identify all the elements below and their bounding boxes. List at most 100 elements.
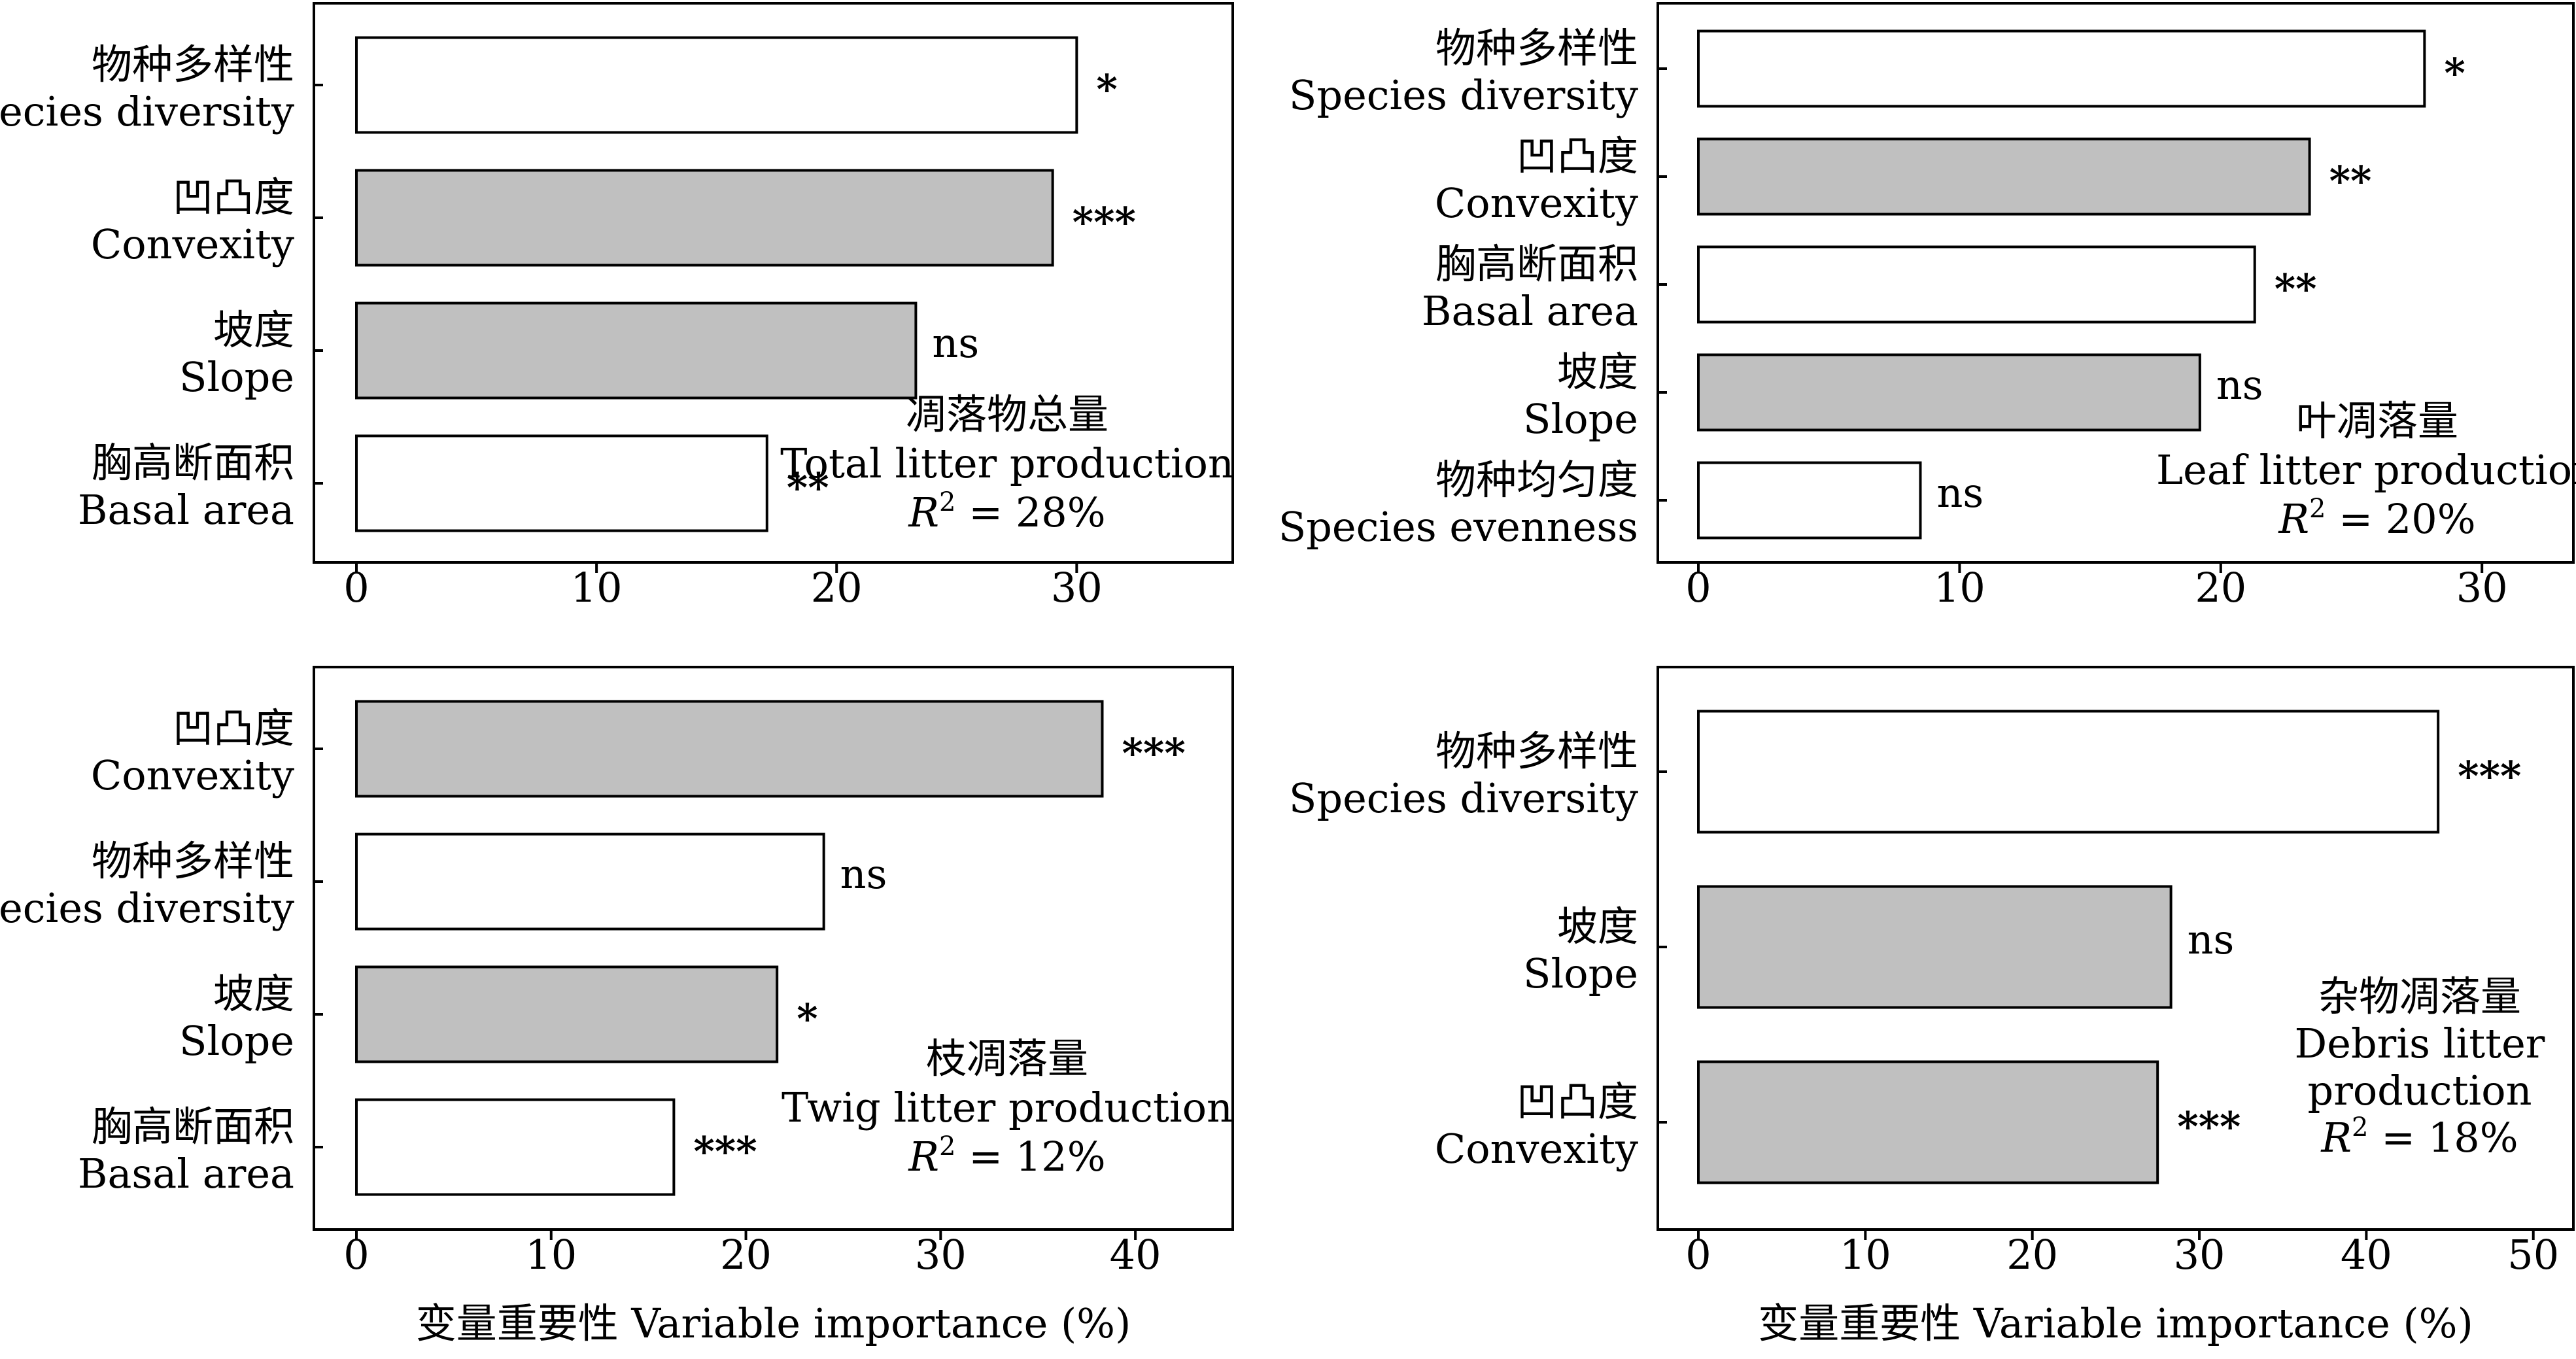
panel-annotation: 杂物凋落量	[2318, 972, 2521, 1020]
x-tick-label: 40	[1110, 1231, 1161, 1279]
r-symbol: R	[2320, 1114, 2352, 1161]
x-tick-label: 0	[343, 1231, 369, 1279]
r-symbol: R	[908, 489, 939, 536]
plot-frame	[313, 666, 1234, 1231]
category-label-en: Basal area	[1422, 287, 1638, 335]
bar	[1697, 137, 2311, 216]
panel-annotation: 叶凋落量	[2296, 397, 2458, 445]
category-label-en: Basal area	[78, 1150, 294, 1197]
r-squared-value: = 28%	[955, 489, 1105, 536]
category-label-en: Species evenness	[1279, 503, 1638, 551]
x-tick-label: 20	[2195, 564, 2246, 611]
bar	[1697, 710, 2440, 834]
bar	[1697, 245, 2256, 324]
r-symbol: R	[2278, 495, 2309, 543]
category-label-en: Convexity	[1435, 1125, 1638, 1173]
category-label-zh: 坡度	[1557, 348, 1638, 396]
bar	[1697, 353, 2201, 432]
x-tick-label: 10	[1934, 564, 1985, 611]
x-axis-label: 变量重要性 Variable importance (%)	[1758, 1299, 2473, 1347]
significance-label: ns	[840, 850, 887, 898]
significance-label: **	[787, 464, 829, 511]
category-label-en: Slope	[179, 1017, 294, 1065]
x-tick-label: 50	[2507, 1231, 2559, 1279]
r-squared: R2 = 28%	[908, 487, 1105, 536]
category-label-en: Species diversity	[0, 88, 294, 135]
r-squared: R2 = 18%	[2320, 1112, 2518, 1161]
category-label-en: Convexity	[1435, 179, 1638, 227]
category-label-zh: 凹凸度	[173, 173, 294, 221]
x-tick-label: 0	[1685, 564, 1711, 611]
category-label-en: Species diversity	[0, 884, 294, 932]
x-tick-label: 10	[571, 564, 623, 611]
r-squared-value: = 12%	[955, 1133, 1105, 1180]
significance-label: ***	[693, 1127, 757, 1175]
category-label-zh: 胸高断面积	[1435, 240, 1638, 288]
category-label-zh: 坡度	[1557, 903, 1638, 950]
x-tick-label: 30	[2456, 564, 2508, 611]
plot-frame	[1657, 2, 2575, 564]
r-symbol: R	[908, 1133, 939, 1180]
bar	[355, 1098, 676, 1196]
significance-label: *	[797, 995, 817, 1042]
category-label-en: Slope	[1523, 950, 1638, 997]
category-label-zh: 物种均匀度	[1435, 456, 1638, 504]
panel-annotation: production	[2308, 1067, 2532, 1114]
category-label-zh: 物种多样性	[1435, 24, 1638, 72]
bar	[355, 36, 1078, 134]
x-tick-label: 0	[343, 564, 369, 611]
bar	[355, 169, 1054, 267]
x-tick-label: 0	[1685, 1231, 1711, 1279]
category-label-zh: 物种多样性	[1435, 727, 1638, 775]
category-label-zh: 凹凸度	[1517, 1078, 1638, 1126]
x-tick-label: 10	[525, 1231, 577, 1279]
panel-annotation: Debris litter	[2295, 1020, 2545, 1067]
significance-label: **	[2275, 265, 2317, 313]
panel-annotation: Leaf litter production	[2156, 446, 2576, 494]
category-label-en: Species diversity	[1289, 774, 1638, 822]
category-label-en: Slope	[179, 353, 294, 401]
r-squared-value: = 18%	[2368, 1114, 2518, 1161]
significance-label: ns	[1936, 469, 1984, 517]
x-tick-label: 40	[2341, 1231, 2392, 1279]
significance-label: *	[1096, 65, 1117, 113]
bar	[355, 833, 825, 931]
x-tick-label: 30	[1051, 564, 1103, 611]
bar	[1697, 885, 2172, 1009]
bar	[1697, 29, 2426, 108]
significance-label: ***	[2458, 752, 2521, 800]
significance-label: ***	[1073, 198, 1136, 246]
r-superscript: 2	[2309, 494, 2326, 524]
category-label-zh: 凹凸度	[1517, 132, 1638, 180]
category-label-zh: 凹凸度	[173, 704, 294, 752]
panel-annotation: Total litter production	[780, 439, 1234, 487]
x-tick-label: 20	[2006, 1231, 2058, 1279]
bar	[355, 434, 768, 532]
bar	[1697, 461, 1922, 540]
category-label-en: Convexity	[91, 751, 294, 799]
category-label-zh: 物种多样性	[92, 837, 294, 885]
r-squared: R2 = 12%	[908, 1131, 1105, 1180]
x-tick-label: 30	[2174, 1231, 2225, 1279]
significance-label: ***	[1122, 729, 1185, 777]
r-superscript: 2	[2352, 1112, 2368, 1143]
significance-label: ns	[932, 319, 979, 367]
x-tick-label: 20	[720, 1231, 772, 1279]
bar	[355, 965, 779, 1063]
panel-annotation: 枝凋落量	[926, 1035, 1088, 1082]
category-label-en: Slope	[1523, 395, 1638, 443]
bar	[355, 700, 1104, 798]
category-label-en: Convexity	[91, 220, 294, 268]
category-label-zh: 坡度	[213, 970, 294, 1018]
x-tick-label: 20	[811, 564, 863, 611]
significance-label: ***	[2177, 1103, 2241, 1150]
category-label-en: Basal area	[78, 486, 294, 534]
r-superscript: 2	[939, 487, 955, 517]
plot-frame	[313, 2, 1234, 564]
significance-label: *	[2444, 49, 2465, 97]
bar	[355, 301, 918, 400]
